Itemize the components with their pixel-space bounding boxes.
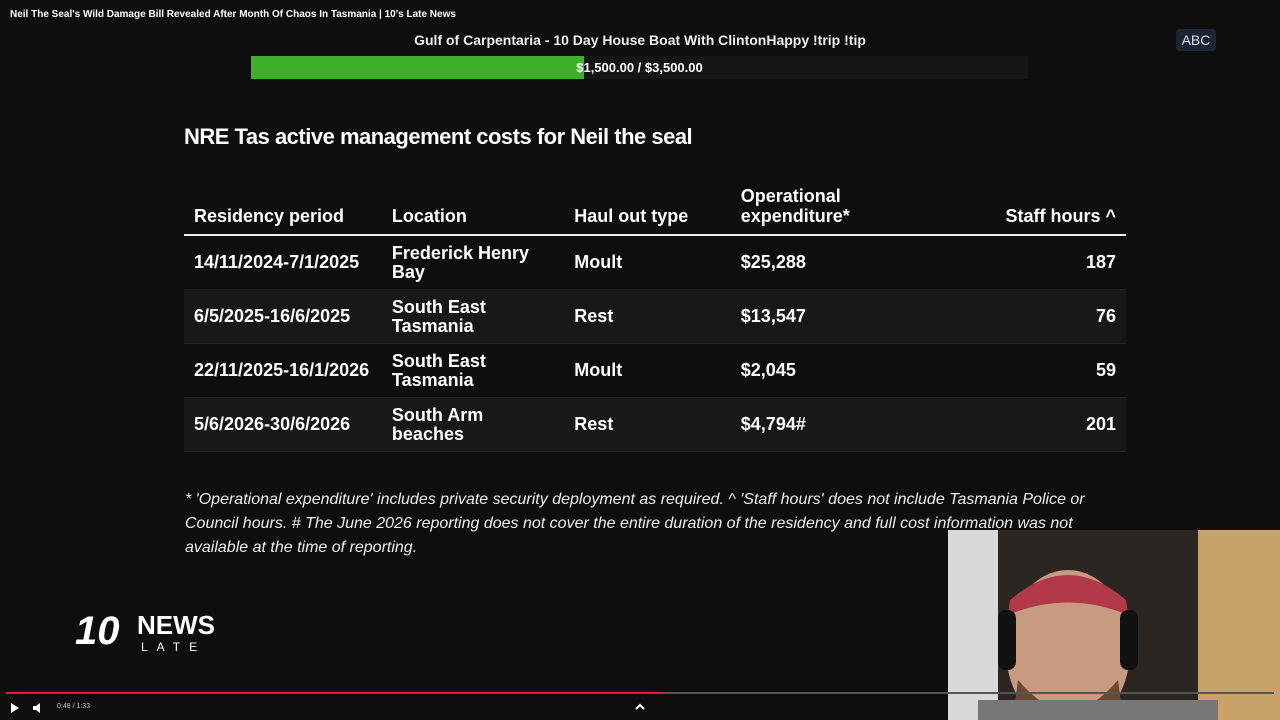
goal-label: Gulf of Carpentaria - 10 Day House Boat …: [414, 32, 866, 48]
logo: 10 NEWS LATE: [75, 609, 215, 654]
expand-button[interactable]: [634, 702, 646, 712]
column-header: Residency period: [184, 186, 382, 236]
table-cell: Rest: [564, 289, 731, 344]
video-progress[interactable]: [6, 692, 1274, 694]
table-row: 14/11/2024-7/1/2025 Frederick Henry Bay Mo…: [184, 235, 1126, 290]
volume-button[interactable]: [32, 702, 46, 714]
table-cell: $25,288: [730, 235, 960, 290]
progress-fill: [6, 692, 663, 694]
table-cell: 59: [959, 343, 1126, 398]
logo-number: 10: [75, 609, 120, 653]
table-cell: Moult: [564, 235, 731, 290]
column-header: Location: [381, 186, 565, 236]
table-row: 6/5/2025-16/6/2025 South East Tasmania Res…: [184, 289, 1126, 344]
table-cell: 5/6/2026-30/6/2026: [184, 397, 382, 452]
time-display: 0:48 / 1:33: [57, 703, 91, 710]
webcam: [948, 530, 1280, 720]
table-cell: South East Tasmania: [381, 289, 565, 344]
goal-bar: $1,500.00 / $3,500.00: [251, 56, 1028, 79]
table-cell: Moult: [564, 343, 731, 398]
table-title: NRE Tas active management costs for Neil…: [184, 124, 693, 149]
table-cell: 76: [959, 289, 1126, 344]
table-cell: 187: [959, 235, 1126, 290]
column-header: Operational expenditure*: [730, 186, 960, 236]
table-cell: 14/11/2024-7/1/2025: [184, 235, 382, 290]
channel-badge: ABC: [1176, 29, 1216, 51]
header-row: Residency period Location Haul out type Ope…: [184, 186, 1126, 236]
play-button[interactable]: [9, 702, 21, 714]
logo-word: NEWS: [137, 610, 215, 640]
table-row: 5/6/2026-30/6/2026 South Arm beaches Rest $…: [184, 397, 1126, 452]
footnote: * 'Operational expenditure' includes pri…: [185, 491, 1085, 556]
cost-table: Residency period Location Haul out type Ope…: [184, 186, 1126, 452]
table-cell: 6/5/2025-16/6/2025: [184, 289, 382, 344]
table-cell: Rest: [564, 397, 731, 452]
goal-fill: [251, 56, 584, 79]
table-cell: 22/11/2025-16/1/2026: [184, 343, 382, 398]
table-cell: 201: [959, 397, 1126, 452]
table-cell: Frederick Henry Bay: [381, 235, 565, 290]
table-cell: South Arm beaches: [381, 397, 565, 452]
table-cell: $2,045: [730, 343, 960, 398]
table-cell: $4,794#: [730, 397, 960, 452]
goal-text: $1,500.00 / $3,500.00: [576, 60, 703, 75]
table-cell: South East Tasmania: [381, 343, 565, 398]
column-header: Staff hours ^: [959, 186, 1126, 236]
video-title: Neil The Seal's Wild Damage Bill Reveale…: [10, 9, 456, 20]
logo-sub: LATE: [141, 640, 206, 654]
table-row: 22/11/2025-16/1/2026 South East Tasmania M…: [184, 343, 1126, 398]
column-header: Haul out type: [564, 186, 731, 236]
table-cell: $13,547: [730, 289, 960, 344]
